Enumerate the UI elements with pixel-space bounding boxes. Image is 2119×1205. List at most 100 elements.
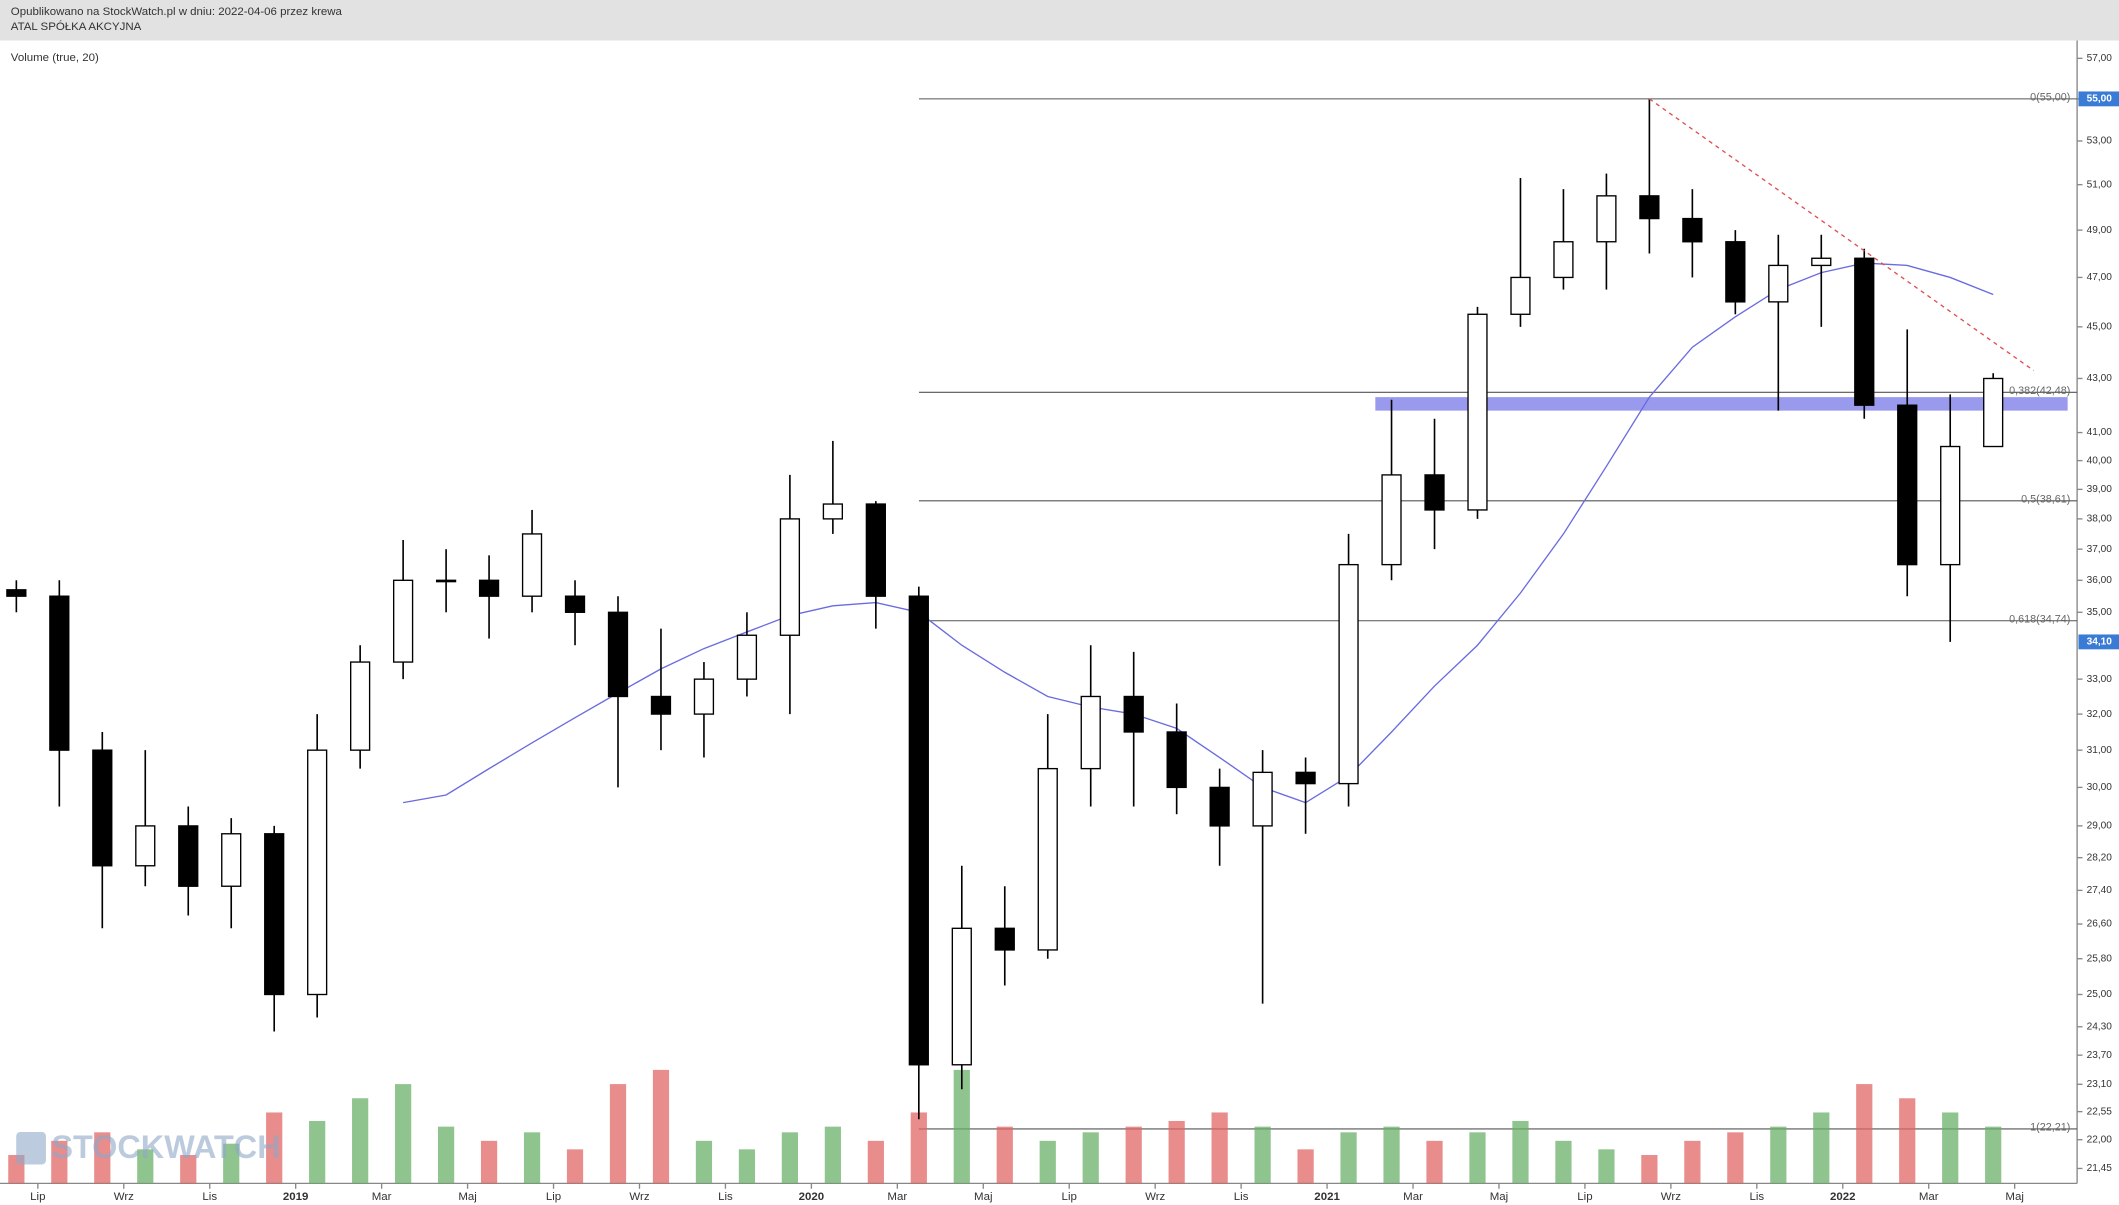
price-tag-label: 34,10 <box>2087 637 2113 648</box>
volume-bar <box>137 1149 154 1184</box>
y-tick-label: 24,30 <box>2087 1021 2113 1032</box>
volume-bar <box>1340 1132 1357 1184</box>
candle-body <box>392 579 414 663</box>
volume-bar <box>910 1112 927 1184</box>
candle-body <box>92 749 113 867</box>
candle-body <box>1295 771 1316 785</box>
volume-bar <box>1125 1126 1142 1184</box>
header-bar <box>0 0 2119 41</box>
candle-body <box>650 695 672 715</box>
candle-body <box>1166 731 1187 789</box>
candle-body <box>1037 767 1058 951</box>
candle-body <box>350 661 371 751</box>
volume-bar <box>395 1084 412 1184</box>
x-tick-label: Maj <box>1490 1191 1508 1203</box>
x-tick-label: Mar <box>1919 1191 1939 1203</box>
volume-bar <box>824 1126 841 1184</box>
volume-bar <box>1641 1155 1658 1184</box>
x-tick-label: 2019 <box>283 1191 309 1203</box>
x-tick-label: Lis <box>1234 1191 1249 1203</box>
candle-body <box>1639 195 1660 220</box>
y-tick-label: 43,00 <box>2087 373 2113 384</box>
price-tag <box>2078 91 2119 107</box>
y-tick-label: 28,20 <box>2087 852 2113 863</box>
volume-bar <box>738 1149 756 1184</box>
candle-body <box>307 749 328 996</box>
x-tick-label: Lip <box>1577 1191 1592 1203</box>
candle-body <box>1983 377 2004 448</box>
plot: 57,00 55,00 53,00 51,00 49,00 47,00 45,00 43,00… <box>6 53 2119 1203</box>
volume-bar <box>1985 1126 2002 1184</box>
y-tick-label: 30,00 <box>2087 782 2113 793</box>
candle-body <box>6 589 27 597</box>
volume-bar <box>695 1140 713 1184</box>
volume-bar <box>1383 1126 1400 1184</box>
x-tick-label: Wrz <box>114 1191 134 1203</box>
candle-body <box>1252 771 1273 827</box>
volume-bar <box>1512 1120 1529 1184</box>
y-tick-label: 57,00 <box>2087 53 2113 64</box>
candle-body <box>865 503 886 597</box>
x-tick-label: Lip <box>1062 1191 1077 1203</box>
candle-body <box>1123 695 1144 733</box>
fib-label: 1(22,21) <box>2030 1121 2070 1133</box>
volume-bar <box>223 1143 240 1184</box>
y-tick-label: 36,00 <box>2087 575 2113 586</box>
candle-body <box>693 678 715 715</box>
volume-bar <box>180 1155 197 1184</box>
volume-bar <box>1168 1120 1185 1184</box>
candle-body <box>1080 695 1101 770</box>
volume-bar <box>480 1140 498 1184</box>
y-tick-label: 45,00 <box>2087 322 2113 333</box>
candle-body <box>1725 241 1746 303</box>
volume-bar <box>1254 1126 1271 1184</box>
x-tick-label: Wrz <box>629 1191 649 1203</box>
price-tag-label: 55,00 <box>2087 94 2113 105</box>
volume-bar <box>867 1140 884 1184</box>
y-tick-label: 33,00 <box>2087 674 2113 685</box>
y-tick-label: 21,45 <box>2087 1163 2113 1174</box>
y-tick-label: 37,00 <box>2087 544 2113 555</box>
y-tick-label: 39,00 <box>2087 484 2113 495</box>
y-tick-label: 26,60 <box>2087 919 2113 930</box>
fib-label: 0,382(42,48) <box>2009 385 2070 397</box>
candle-body <box>1854 257 1875 406</box>
candle-body <box>1381 474 1402 566</box>
volume-bar <box>1770 1126 1787 1184</box>
candle-body <box>435 579 457 583</box>
volume-bar <box>437 1126 455 1184</box>
volume-bar <box>566 1149 584 1184</box>
volume-bar <box>1942 1112 1959 1184</box>
x-tick-label: 2020 <box>799 1191 825 1203</box>
x-tick-label: Mar <box>1403 1191 1423 1203</box>
candle-body <box>908 595 929 1066</box>
y-tick-label: 25,80 <box>2087 953 2113 964</box>
x-tick-label: Lis <box>718 1191 733 1203</box>
volume-bar <box>609 1084 627 1184</box>
volume-bar <box>352 1098 369 1184</box>
y-tick-label: 23,70 <box>2087 1050 2113 1061</box>
header-line: Opublikowano na StockWatch.pl w dniu: 20… <box>11 6 343 18</box>
y-tick-label: 29,00 <box>2087 821 2113 832</box>
y-tick-label: 31,00 <box>2087 745 2113 756</box>
fib-label: 0,618(34,74) <box>2009 613 2070 625</box>
volume-bar <box>1727 1132 1744 1184</box>
candle-body <box>564 595 586 613</box>
y-tick-label: 49,00 <box>2087 225 2113 236</box>
y-tick-label: 47,00 <box>2087 272 2113 283</box>
x-tick-label: Mar <box>887 1191 907 1203</box>
candle-body <box>779 518 801 636</box>
logo: STOCKWATCH <box>51 1129 280 1165</box>
volume-bar <box>523 1132 541 1184</box>
support-zone <box>1375 397 2068 411</box>
candle-body <box>478 579 500 597</box>
y-tick-label: 38,00 <box>2087 514 2113 525</box>
y-tick-label: 27,40 <box>2087 885 2113 896</box>
volume-bar <box>1856 1084 1873 1184</box>
candle-body <box>1596 195 1617 243</box>
x-tick-label: Mar <box>372 1191 392 1203</box>
volume-bar <box>1684 1140 1701 1184</box>
volume-bar <box>996 1126 1013 1184</box>
volume-bar <box>1211 1112 1228 1184</box>
